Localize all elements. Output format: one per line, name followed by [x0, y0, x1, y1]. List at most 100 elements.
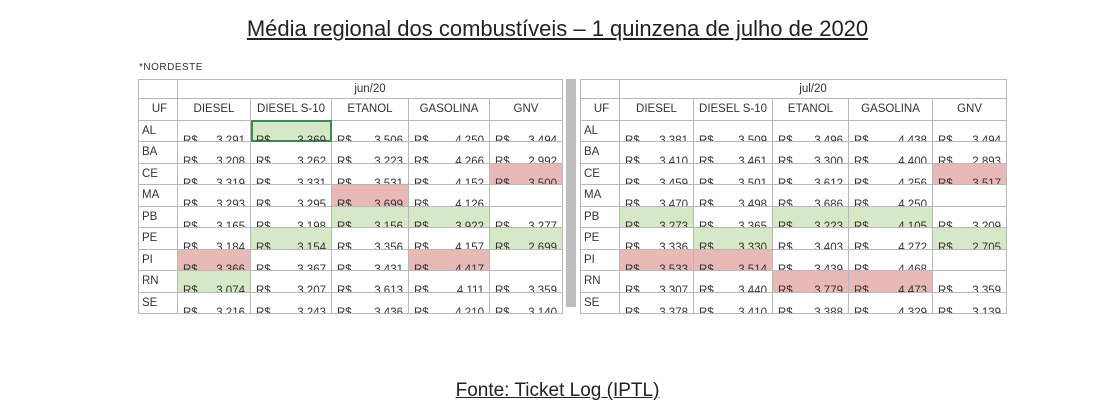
column-header: DIESEL	[177, 98, 251, 121]
currency-label: R$	[183, 220, 198, 228]
currency-label: R$	[183, 199, 198, 206]
currency-label: R$	[495, 156, 510, 163]
price-cell: R$ 4,105	[848, 205, 933, 228]
price-cell: R$ 3,139	[931, 291, 1008, 314]
empty-cell	[931, 184, 1008, 207]
currency-label: R$	[337, 199, 352, 206]
currency-label: R$	[337, 156, 352, 163]
period-header: jul/20	[618, 79, 1008, 99]
column-header: UF	[580, 98, 620, 121]
uf-cell: BA	[580, 141, 620, 164]
currency-label: R$	[183, 285, 198, 292]
column-header: GNV	[931, 98, 1008, 121]
table-row: RN R$ 3,307 R$ 3,440 R$ 3,779 R$ 4,473 R$ 3,359	[580, 270, 1008, 293]
price-cell: R$ 3,156	[331, 205, 409, 228]
price-cell: R$ 3,531	[331, 162, 409, 185]
header-spacer	[580, 79, 620, 99]
currency-label: R$	[495, 134, 510, 142]
price-value: 3,336	[659, 242, 688, 249]
price-value: 3,388	[814, 306, 843, 314]
price-value: 4,111	[456, 285, 484, 292]
price-cell: R$ 3,331	[250, 162, 332, 185]
price-value: 3,367	[297, 263, 326, 271]
period-header: jun/20	[177, 79, 563, 99]
uf-cell: PB	[138, 205, 178, 228]
uf-cell: SE	[138, 291, 178, 314]
currency-label: R$	[854, 134, 869, 142]
uf-cell: CE	[580, 162, 620, 185]
currency-label: R$	[625, 220, 640, 228]
price-cell: R$ 3,378	[619, 291, 694, 314]
price-value: 3,165	[216, 220, 245, 228]
price-value: 3,410	[738, 306, 767, 314]
price-value: 3,207	[297, 285, 326, 292]
price-value: 4,105	[898, 220, 927, 228]
currency-label: R$	[337, 306, 352, 314]
price-value: 3,494	[528, 134, 557, 142]
header-spacer	[138, 79, 178, 99]
price-cell: R$ 3,184	[177, 227, 251, 250]
currency-label: R$	[495, 242, 510, 249]
price-value: 3,139	[972, 306, 1002, 314]
currency-label: R$	[337, 263, 352, 271]
price-value: 3,517	[972, 177, 1002, 185]
price-value: 3,300	[814, 156, 843, 163]
price-value: 3,262	[297, 156, 326, 163]
price-cell: R$ 3,165	[177, 205, 251, 228]
price-value: 4,250	[898, 199, 927, 206]
price-value: 4,266	[455, 156, 484, 163]
table-row: BA R$ 3,208 R$ 3,262 R$ 3,223 R$ 4,266 R$ 2,992	[138, 141, 563, 164]
price-value: 4,126	[455, 199, 484, 206]
price-value: 4,468	[898, 263, 927, 271]
price-value: 3,156	[374, 220, 403, 228]
price-value: 3,291	[216, 134, 245, 142]
price-cell: R$ 4,126	[408, 184, 490, 207]
column-header: DIESEL S-10	[250, 98, 332, 121]
price-value: 3,514	[738, 263, 767, 271]
price-cell: R$ 3,496	[772, 119, 849, 142]
price-cell: R$ 4,400	[848, 141, 933, 164]
price-cell: R$ 3,509	[693, 119, 773, 142]
price-value: 3,699	[374, 199, 403, 206]
price-cell: R$ 4,438	[848, 119, 933, 142]
uf-cell: MA	[138, 184, 178, 207]
price-cell: R$ 3,779	[772, 270, 849, 293]
currency-label: R$	[495, 177, 510, 185]
currency-label: R$	[625, 134, 640, 142]
price-cell: R$ 4,329	[848, 291, 933, 314]
price-value: 3,470	[659, 199, 688, 206]
price-value: 4,329	[898, 306, 927, 314]
price-cell: R$ 4,111	[408, 270, 490, 293]
price-value: 4,250	[455, 134, 484, 142]
price-value: 3,686	[814, 199, 843, 206]
price-value: 3,307	[659, 285, 688, 292]
table-row: RN R$ 3,074 R$ 3,207 R$ 3,613 R$ 4,111 R$ 3,359	[138, 270, 563, 293]
price-value: 4,272	[898, 242, 927, 249]
uf-cell: RN	[580, 270, 620, 293]
price-value: 3,208	[216, 156, 245, 163]
table-row: MA R$ 3,293 R$ 3,295 R$ 3,699 R$ 4,126	[138, 184, 563, 207]
currency-label: R$	[854, 285, 869, 292]
column-header: UF	[138, 98, 178, 121]
table-row: CE R$ 3,459 R$ 3,501 R$ 3,612 R$ 4,256 R$ 3,517	[580, 162, 1008, 185]
price-value: 2,699	[528, 242, 557, 249]
uf-cell: CE	[138, 162, 178, 185]
price-cell: R$ 3,470	[619, 184, 694, 207]
price-value: 3,330	[738, 242, 767, 249]
table-jul20: jul/20 UF DIESEL DIESEL S-10 ETANOL GASOLINA G…	[580, 79, 1008, 314]
price-value: 3,496	[814, 134, 843, 142]
column-header: GASOLINA	[408, 98, 490, 121]
currency-label: R$	[699, 306, 714, 314]
uf-cell: AL	[138, 119, 178, 142]
uf-cell: SE	[580, 291, 620, 314]
period-header-row: jul/20	[580, 79, 1008, 99]
currency-label: R$	[699, 177, 714, 185]
price-cell: R$ 3,243	[250, 291, 332, 314]
column-header: ETANOL	[331, 98, 409, 121]
price-cell: R$ 3,367	[250, 248, 332, 271]
price-cell: R$ 4,210	[408, 291, 490, 314]
currency-label: R$	[854, 263, 869, 271]
currency-label: R$	[256, 263, 271, 271]
table-row: PE R$ 3,336 R$ 3,330 R$ 3,403 R$ 4,272 R$ 2,705	[580, 227, 1008, 250]
currency-label: R$	[337, 134, 352, 142]
